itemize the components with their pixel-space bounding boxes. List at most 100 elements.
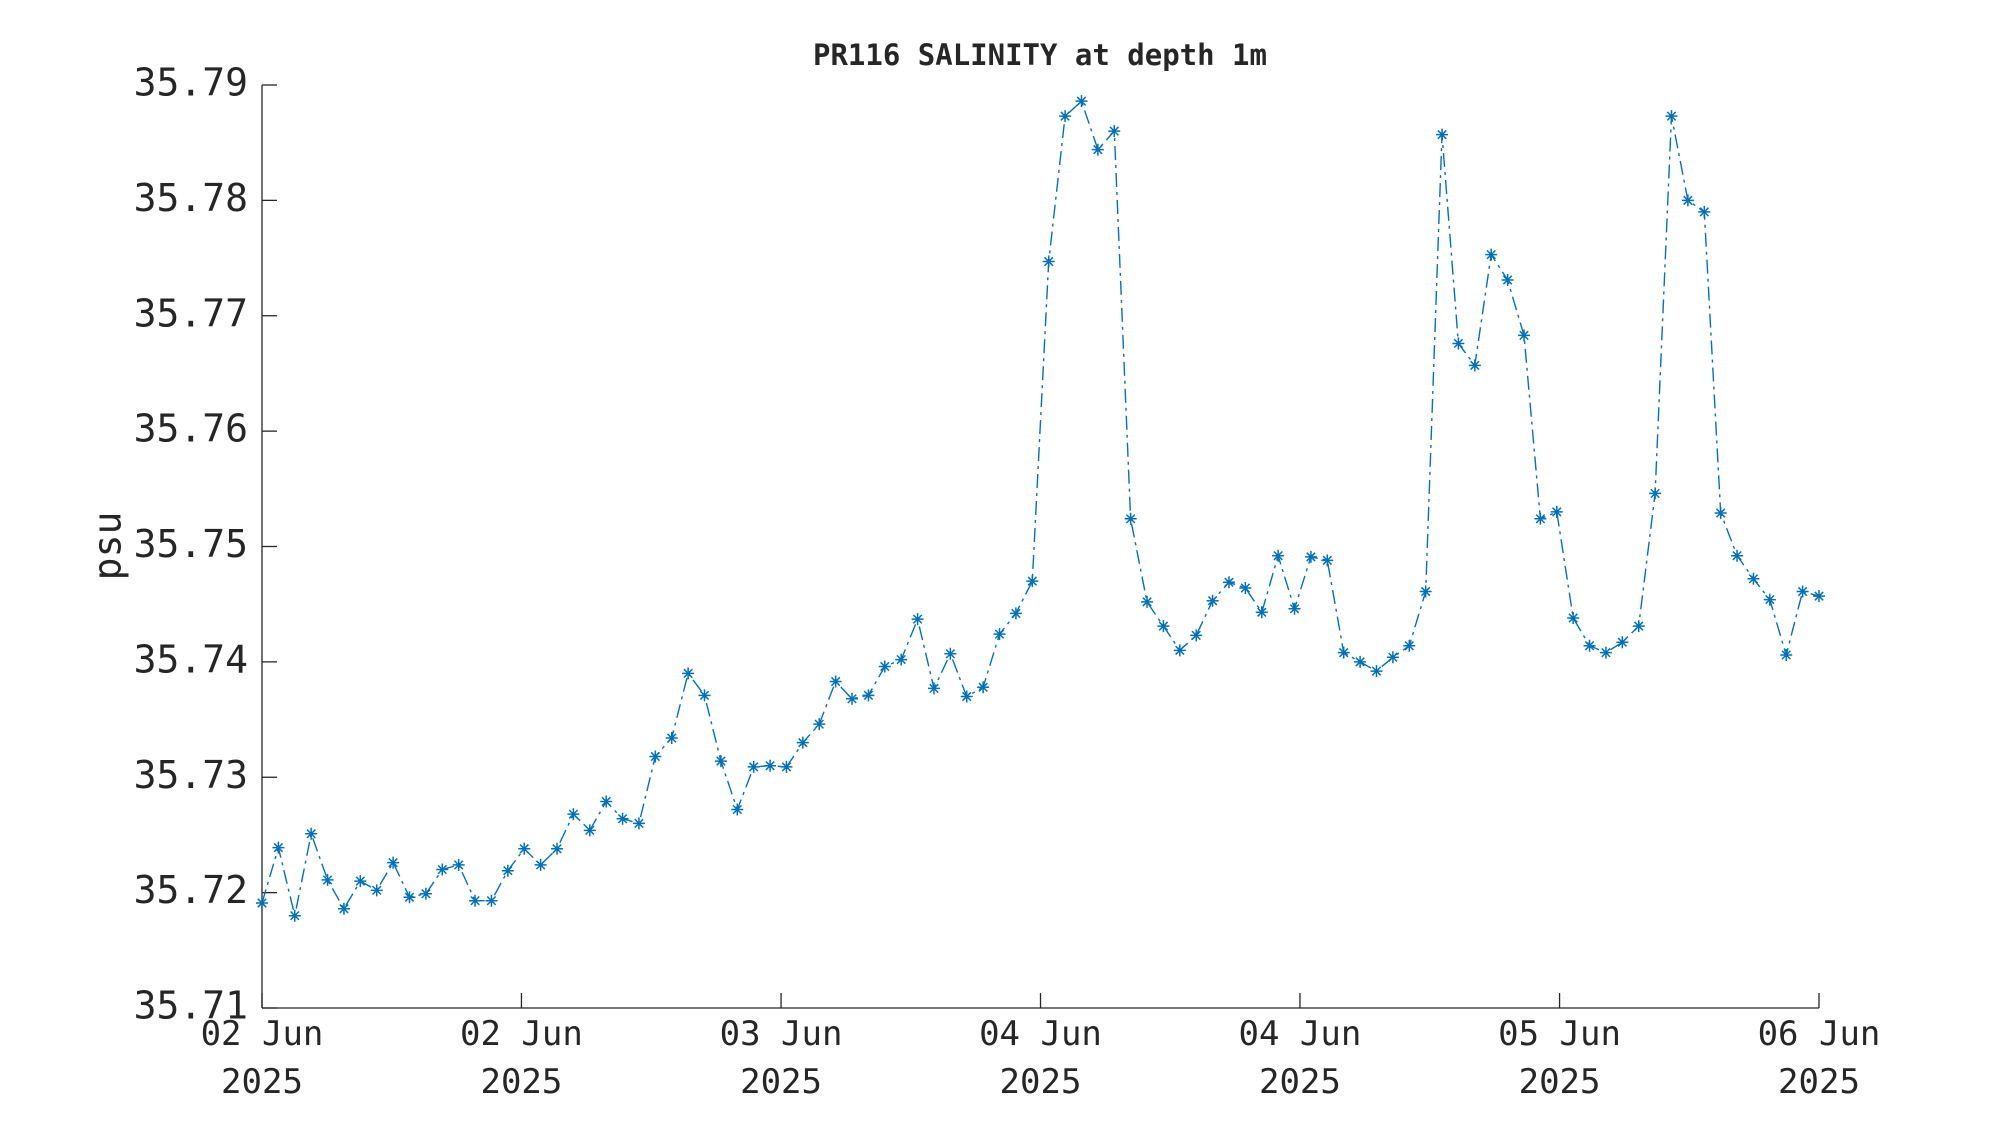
data-marker <box>1370 665 1383 678</box>
data-marker <box>895 653 908 666</box>
data-marker <box>1124 512 1137 525</box>
data-marker <box>1075 95 1088 108</box>
data-marker <box>1173 644 1186 657</box>
data-marker <box>288 909 301 922</box>
y-tick-label: 35.75 <box>134 522 248 566</box>
data-marker <box>1108 125 1121 138</box>
data-marker <box>862 689 875 702</box>
x-tick-label: 02 Jun 2025 <box>460 1014 583 1102</box>
x-tick-label: 02 Jun 2025 <box>200 1014 324 1102</box>
data-marker <box>632 817 645 830</box>
data-marker <box>1091 143 1104 156</box>
data-marker <box>616 812 629 825</box>
data-marker <box>698 689 711 702</box>
data-marker <box>1517 329 1530 342</box>
data-marker <box>1501 273 1514 286</box>
data-marker <box>1436 128 1449 141</box>
data-marker <box>1681 194 1694 207</box>
data-marker <box>1386 651 1399 664</box>
data-marker <box>1731 549 1744 562</box>
data-marker <box>485 894 498 907</box>
data-marker <box>1550 505 1563 518</box>
y-tick-label: 35.78 <box>134 176 248 220</box>
x-tick-label: 06 Jun 2025 <box>1757 1014 1881 1102</box>
x-tick-label: 04 Jun 2025 <box>1238 1014 1362 1102</box>
x-tick-label: 04 Jun 2025 <box>979 1014 1102 1102</box>
y-tick-label: 35.72 <box>134 868 248 912</box>
data-marker <box>469 894 482 907</box>
data-marker <box>780 760 793 773</box>
data-marker <box>387 856 400 869</box>
data-marker <box>1649 487 1662 500</box>
data-marker <box>354 875 367 888</box>
data-marker <box>1452 337 1465 350</box>
data-marker <box>1009 607 1022 620</box>
data-marker <box>1468 359 1481 372</box>
data-marker <box>1665 110 1678 123</box>
data-marker <box>452 858 465 871</box>
data-marker <box>1157 620 1170 633</box>
data-line <box>261 99 1820 916</box>
data-marker <box>747 760 760 773</box>
data-marker <box>927 682 940 695</box>
data-marker <box>714 755 727 768</box>
chart-title: PR116 SALINITY at depth 1m <box>813 38 1267 72</box>
y-tick-label: 35.76 <box>134 407 248 451</box>
data-marker <box>1763 593 1776 606</box>
data-marker <box>1222 576 1235 589</box>
data-marker <box>1272 549 1285 562</box>
y-tick-label: 35.73 <box>134 753 248 797</box>
data-marker <box>1714 507 1727 520</box>
data-marker <box>583 824 596 837</box>
data-marker <box>436 863 449 876</box>
data-marker <box>944 647 957 660</box>
data-marker <box>1583 639 1596 652</box>
x-tick-label: 05 Jun 2025 <box>1498 1014 1621 1102</box>
data-marker <box>256 897 268 910</box>
data-marker <box>1190 629 1203 642</box>
data-marker <box>1534 512 1547 525</box>
data-marker <box>518 842 531 855</box>
data-marker <box>1141 595 1154 608</box>
data-marker <box>1567 612 1580 625</box>
data-marker <box>829 675 842 688</box>
data-marker <box>403 891 416 904</box>
data-marker <box>370 884 383 897</box>
data-marker <box>567 808 580 821</box>
data-marker <box>1337 646 1350 659</box>
data-marker <box>846 692 859 705</box>
data-marker <box>1304 550 1317 563</box>
data-marker <box>600 795 613 808</box>
data-marker <box>1239 582 1252 595</box>
data-marker <box>1026 575 1039 588</box>
y-tick-label: 35.71 <box>134 984 248 1028</box>
data-marker <box>1419 585 1432 598</box>
y-tick-label: 35.74 <box>134 637 248 681</box>
data-marker <box>682 667 695 680</box>
data-marker <box>993 628 1006 641</box>
data-marker <box>796 736 809 749</box>
y-tick-label: 35.77 <box>134 291 248 335</box>
data-marker <box>1485 248 1498 261</box>
data-marker <box>1616 636 1629 649</box>
data-marker <box>1780 648 1793 661</box>
data-marker <box>911 613 924 626</box>
data-marker <box>1321 554 1334 567</box>
data-marker <box>764 759 777 772</box>
data-marker <box>731 803 744 816</box>
data-marker <box>534 858 547 871</box>
data-marker <box>1255 606 1268 619</box>
data-marker <box>1042 255 1055 268</box>
data-marker <box>960 690 973 703</box>
data-marker <box>665 732 678 745</box>
data-marker <box>1059 110 1072 123</box>
data-marker <box>321 873 334 886</box>
data-marker <box>977 681 990 694</box>
data-marker <box>1403 639 1416 652</box>
data-marker <box>878 660 891 673</box>
data-marker <box>1632 620 1645 633</box>
data-marker <box>813 718 826 731</box>
data-marker <box>1796 585 1809 598</box>
